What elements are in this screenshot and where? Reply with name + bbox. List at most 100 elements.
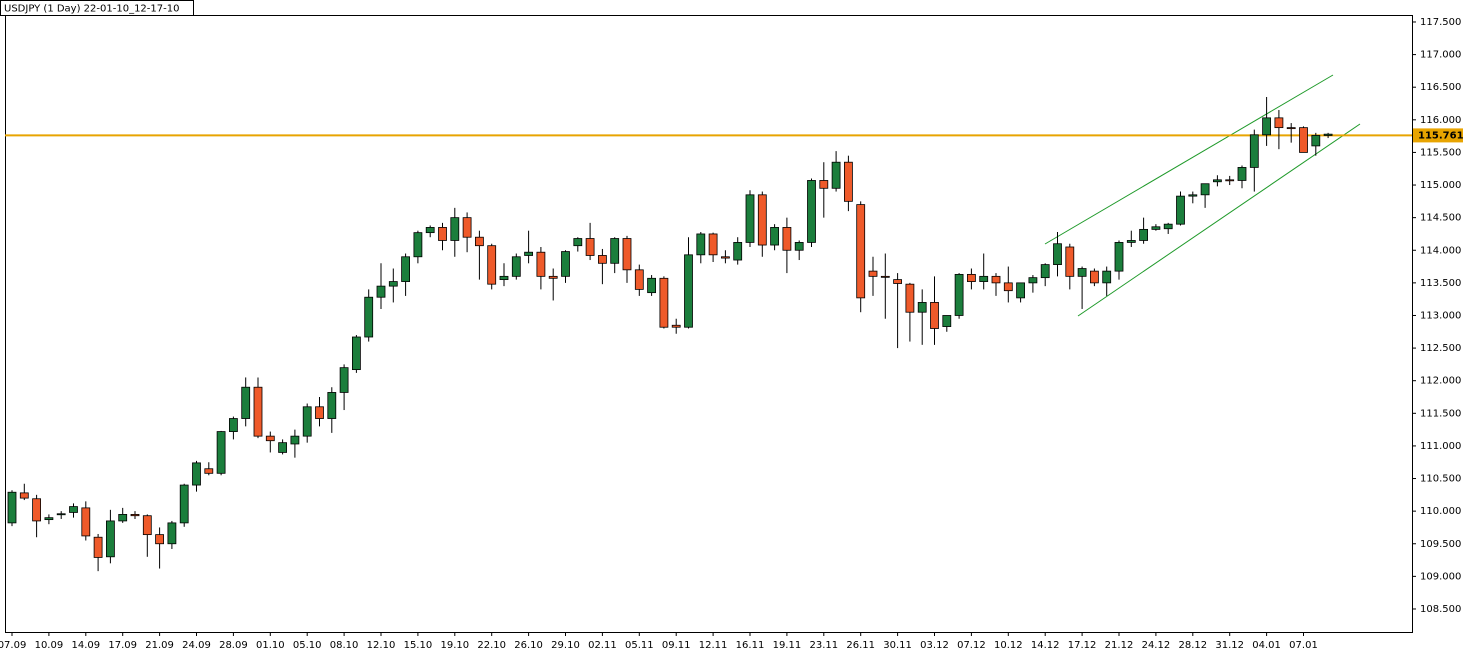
- candle-body: [511, 256, 521, 277]
- candle-body: [1040, 264, 1050, 279]
- x-tick-label: 24.09: [182, 640, 211, 651]
- y-tick-label: 115.500: [1420, 147, 1461, 158]
- candle-body: [671, 324, 681, 328]
- y-tick-label: 108.500: [1420, 604, 1461, 615]
- candle-body: [253, 386, 263, 437]
- candle-body: [1003, 282, 1013, 292]
- candle-body: [868, 270, 878, 277]
- x-tick-label: 10.09: [35, 640, 64, 651]
- candle-body: [634, 269, 644, 290]
- level-label-box: [1413, 128, 1463, 143]
- x-tick-label: 10.12: [994, 640, 1023, 651]
- candle-body: [647, 277, 656, 294]
- candle-body: [905, 283, 915, 313]
- x-tick-label: 19.10: [440, 640, 469, 651]
- y-tick-label: 111.500: [1420, 408, 1461, 419]
- candle-body: [708, 233, 718, 256]
- candle-body: [413, 232, 423, 258]
- candle-body: [819, 180, 829, 189]
- candle-body: [474, 236, 484, 247]
- candle-body: [351, 336, 361, 371]
- x-tick-label: 14.09: [71, 640, 100, 651]
- y-tick-label: 112.000: [1420, 376, 1461, 387]
- candle-body: [1028, 277, 1038, 284]
- candle-body: [930, 302, 939, 329]
- candle-body: [794, 242, 804, 251]
- candle-body: [7, 491, 17, 524]
- y-tick-label: 117.500: [1420, 17, 1461, 28]
- candle-body: [278, 442, 288, 453]
- candle-body: [893, 279, 902, 284]
- candle-body: [450, 217, 460, 241]
- candle-body: [167, 522, 177, 545]
- candle-body: [585, 238, 595, 256]
- candle-body: [979, 275, 989, 282]
- candle-body: [1077, 268, 1087, 277]
- x-tick-label: 29.10: [551, 640, 580, 651]
- candle-body: [1262, 117, 1271, 136]
- candle-body: [831, 161, 841, 189]
- candle-body: [1114, 242, 1124, 272]
- x-tick-label: 01.10: [256, 640, 285, 651]
- x-tick-label: 23.11: [809, 640, 838, 651]
- candle-body: [327, 392, 337, 419]
- candle-body: [1323, 133, 1333, 136]
- x-tick-label: 24.12: [1142, 640, 1171, 651]
- y-tick-label: 110.500: [1420, 474, 1461, 485]
- x-tick-label: 07.01: [1289, 640, 1318, 651]
- x-tick-label: 03.12: [920, 640, 949, 651]
- candle-body: [1213, 179, 1222, 183]
- candle-body: [1090, 270, 1099, 284]
- candle-body: [106, 520, 115, 558]
- candle-body: [1102, 270, 1112, 284]
- candle-body: [339, 367, 349, 393]
- candle-body: [241, 386, 251, 419]
- y-tick-label: 113.500: [1420, 278, 1461, 289]
- candle-body: [721, 256, 730, 259]
- candle-body: [302, 406, 312, 437]
- candle-body: [1249, 134, 1259, 168]
- channel-upper: [1044, 74, 1334, 245]
- candle-body: [315, 406, 324, 419]
- x-tick-label: 28.09: [219, 640, 248, 651]
- candle-body: [425, 227, 435, 234]
- candle-body: [81, 507, 91, 537]
- candle-body: [967, 273, 976, 282]
- x-tick-label: 30.11: [883, 640, 912, 651]
- candle-body: [179, 484, 189, 524]
- candle-body: [524, 251, 533, 256]
- x-tick-label: 21.09: [145, 640, 174, 651]
- chart-title: USDJPY (1 Day) 22-01-10_12-17-10: [4, 4, 179, 15]
- candle-body: [561, 251, 570, 277]
- y-tick-label: 109.500: [1420, 539, 1461, 550]
- candle-body: [1065, 246, 1075, 277]
- candle-body: [438, 227, 447, 241]
- candle-body: [1053, 243, 1062, 266]
- y-tick-label: 115.000: [1420, 180, 1461, 191]
- candle-body: [610, 238, 620, 264]
- candle-body: [1139, 228, 1148, 241]
- candle-body: [1311, 135, 1321, 147]
- candle-body: [499, 275, 509, 281]
- x-tick-label: 26.10: [514, 640, 543, 651]
- candle-body: [1200, 183, 1210, 196]
- candle-body: [733, 242, 743, 261]
- candle-body: [991, 275, 1001, 284]
- x-tick-label: 26.11: [846, 640, 875, 651]
- candle-body: [844, 161, 853, 202]
- channel-lower: [1077, 123, 1361, 317]
- candle-body: [69, 506, 78, 513]
- candle-body: [573, 238, 583, 247]
- x-tick-label: 08.10: [330, 640, 359, 651]
- x-tick-label: 12.10: [367, 640, 396, 651]
- x-tick-label: 09.11: [662, 640, 691, 651]
- candle-body: [265, 435, 275, 442]
- candle-body: [1237, 167, 1247, 181]
- candle-body: [1016, 282, 1025, 299]
- candle-body: [696, 233, 706, 256]
- candle-body: [290, 435, 300, 445]
- candle-body: [1299, 127, 1308, 153]
- level-label: 115.761: [1418, 130, 1464, 141]
- candle-body: [388, 281, 398, 287]
